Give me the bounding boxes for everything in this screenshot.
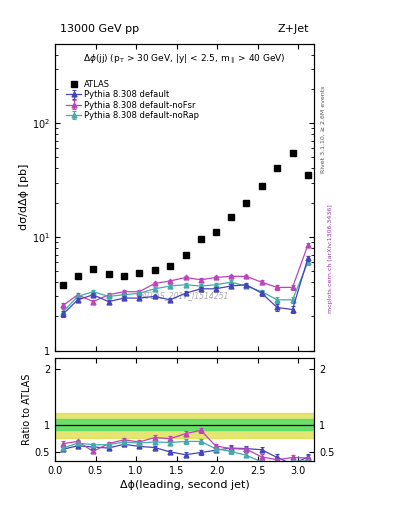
Text: Z+Jet: Z+Jet bbox=[278, 24, 309, 34]
Bar bbox=[55, 419, 314, 431]
Text: ATLAS_2017_I1514251: ATLAS_2017_I1514251 bbox=[141, 291, 228, 300]
Y-axis label: Ratio to ATLAS: Ratio to ATLAS bbox=[22, 374, 32, 445]
ATLAS bbox=[183, 251, 188, 258]
Text: mcplots.cern.ch [arXiv:1306.3436]: mcplots.cern.ch [arXiv:1306.3436] bbox=[328, 204, 333, 313]
Y-axis label: dσ/dΔϕ [pb]: dσ/dΔϕ [pb] bbox=[19, 164, 29, 230]
ATLAS bbox=[290, 150, 295, 156]
ATLAS bbox=[61, 282, 66, 288]
Legend: ATLAS, Pythia 8.308 default, Pythia 8.308 default-noFsr, Pythia 8.308 default-no: ATLAS, Pythia 8.308 default, Pythia 8.30… bbox=[64, 78, 201, 121]
ATLAS bbox=[244, 200, 249, 206]
Line: ATLAS: ATLAS bbox=[60, 150, 311, 288]
ATLAS bbox=[121, 273, 126, 280]
ATLAS bbox=[91, 266, 95, 272]
ATLAS bbox=[152, 267, 157, 273]
ATLAS bbox=[306, 172, 310, 178]
ATLAS bbox=[75, 273, 80, 280]
ATLAS bbox=[213, 229, 218, 235]
ATLAS bbox=[137, 270, 142, 276]
ATLAS bbox=[168, 263, 173, 269]
ATLAS bbox=[275, 165, 279, 172]
ATLAS bbox=[198, 237, 203, 243]
Text: Rivet 3.1.10, ≥ 2.6M events: Rivet 3.1.10, ≥ 2.6M events bbox=[320, 86, 325, 173]
Bar bbox=[55, 413, 314, 438]
X-axis label: Δϕ(leading, second jet): Δϕ(leading, second jet) bbox=[120, 480, 250, 490]
Text: 13000 GeV pp: 13000 GeV pp bbox=[60, 24, 140, 34]
ATLAS bbox=[259, 183, 264, 189]
Text: $\Delta\phi$(jj) (p$_{\rm T}$ > 30 GeV, |y| < 2.5, m$_{\parallel}$ > 40 GeV): $\Delta\phi$(jj) (p$_{\rm T}$ > 30 GeV, … bbox=[83, 53, 286, 66]
ATLAS bbox=[106, 271, 111, 278]
ATLAS bbox=[229, 214, 233, 220]
